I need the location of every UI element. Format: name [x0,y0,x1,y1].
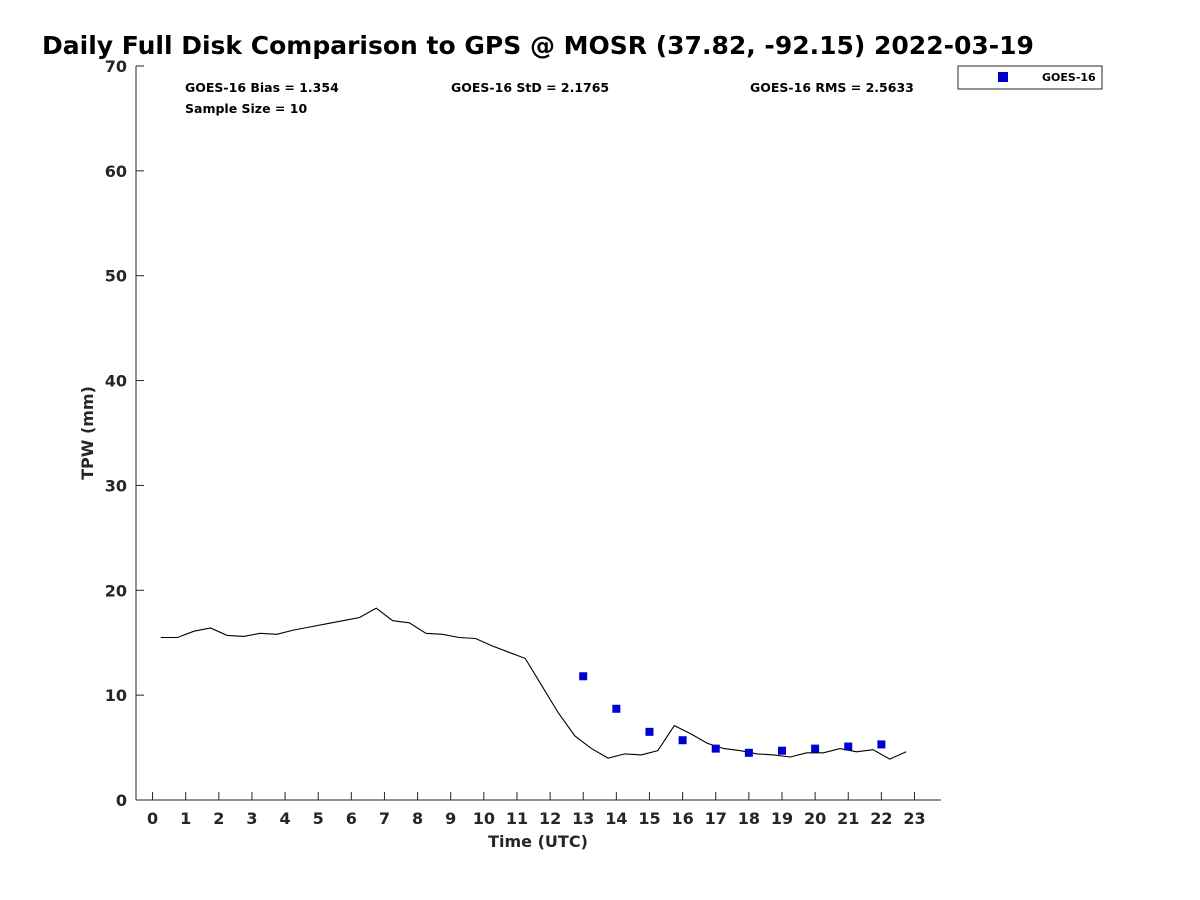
chart-title: Daily Full Disk Comparison to GPS @ MOSR… [42,31,1034,60]
x-tick-label: 0 [147,809,158,828]
x-tick-label: 6 [346,809,357,828]
goes16-point [645,727,654,736]
x-tick-label: 14 [605,809,627,828]
legend-label: GOES-16 [1042,71,1096,84]
x-tick-label: 3 [246,809,257,828]
x-tick-label: 11 [506,809,528,828]
y-tick-label: 10 [105,686,127,705]
x-tick-label: 20 [804,809,826,828]
y-tick-label: 60 [105,162,127,181]
goes16-point [877,740,886,749]
y-tick-label: 0 [116,791,127,810]
gps-tpw-line [160,607,907,760]
y-tick-label: 70 [105,57,127,76]
goes16-point [744,748,753,757]
y-tick-label: 30 [105,476,127,495]
goes16-point [678,736,687,745]
x-tick-label: 18 [738,809,760,828]
legend-box [957,65,1103,90]
goes16-point [844,742,853,751]
x-tick-label: 7 [379,809,390,828]
goes16-point [579,672,588,681]
sample-size-stat: Sample Size = 10 [185,101,307,116]
x-tick-label: 17 [705,809,727,828]
x-tick-label: 10 [473,809,495,828]
goes16-point [711,744,720,753]
series-layer [160,607,907,760]
x-tick-label: 2 [213,809,224,828]
x-tick-label: 15 [638,809,660,828]
x-tick-label: 22 [870,809,892,828]
x-tick-label: 13 [572,809,594,828]
x-tick-label: 4 [280,809,291,828]
y-axis-label: TPW (mm) [78,386,97,480]
legend: GOES-16 [957,65,1103,90]
x-tick-label: 21 [837,809,859,828]
x-tick-label: 23 [903,809,925,828]
x-tick-label: 19 [771,809,793,828]
x-axis-label: Time (UTC) [488,832,588,851]
x-tick-label: 5 [313,809,324,828]
goes16-point [612,704,621,713]
std-stat: GOES-16 StD = 2.1765 [451,80,609,95]
y-axis-ticks: 0 10 20 30 40 50 60 70 [105,57,144,810]
x-tick-label: 9 [445,809,456,828]
goes16-point [811,744,820,753]
goes16-point [777,746,786,755]
x-tick-label: 16 [671,809,693,828]
x-tick-label: 12 [539,809,561,828]
bias-stat: GOES-16 Bias = 1.354 [185,80,339,95]
y-tick-label: 40 [105,372,127,391]
x-axis-ticks: 0 1 2 3 4 5 6 7 8 9 10 11 12 13 14 15 16 17 18 19 20 21 22 23 [147,792,926,828]
legend-marker [998,72,1008,82]
x-tick-label: 1 [180,809,191,828]
rms-stat: GOES-16 RMS = 2.5633 [750,80,914,95]
y-tick-label: 20 [105,581,127,600]
x-tick-label: 8 [412,809,423,828]
y-tick-label: 50 [105,267,127,286]
